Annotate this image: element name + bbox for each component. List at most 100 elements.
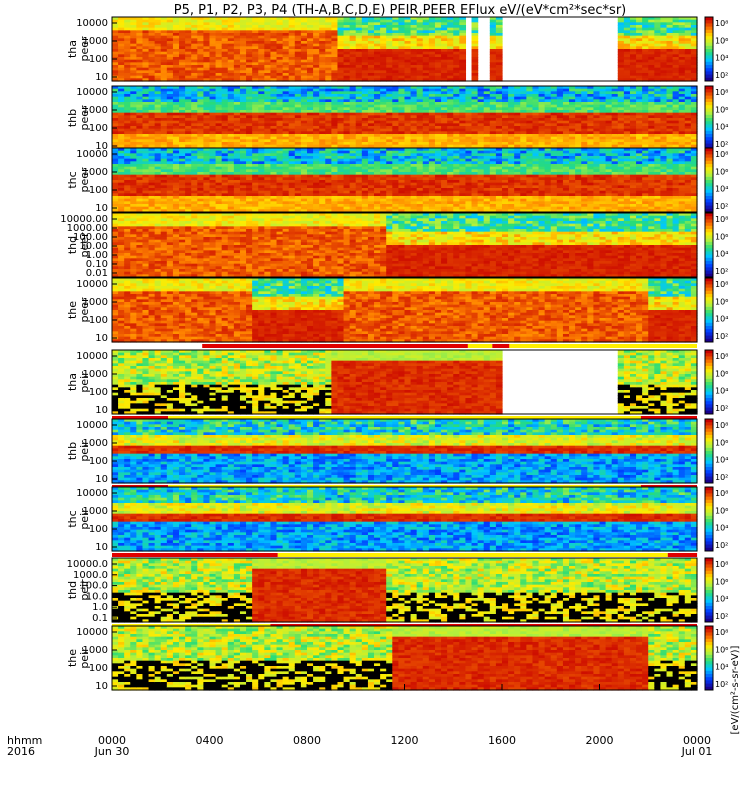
y-tick-label: 10000 [76, 488, 108, 499]
colorbar-tick-label: 10⁶ [715, 297, 728, 306]
y-tick-label: 0.1 [92, 613, 108, 624]
colorbar-tick-label: 10² [715, 612, 728, 621]
y-axis-label: thcpeer [66, 167, 91, 193]
colorbar-tick-label: 10⁶ [715, 167, 728, 176]
x-tick-label: 0400 [196, 734, 224, 747]
y-tick-label: 100 [89, 185, 108, 196]
y-tick-label: 10 [95, 474, 108, 485]
spectrogram-cells [112, 419, 698, 484]
spectrogram-cells [112, 213, 698, 278]
colorbar-tick-label: 10² [715, 541, 728, 550]
y-tick-label: 100 [89, 663, 108, 674]
y-tick-label: 10000 [76, 87, 108, 98]
y-axis-label: thepeir [66, 647, 91, 669]
y-tick-label: 100 [89, 315, 108, 326]
colorbar-tick-label: 10⁴ [715, 250, 728, 259]
colorbar-tick-label: 10⁸ [715, 215, 728, 224]
panel-thd-peer: 10000.001000.00100.0010.001.000.100.01th… [60, 213, 728, 279]
y-tick-label: 0.01 [86, 268, 108, 279]
y-axis-label: thdpeer [66, 232, 91, 258]
figure-title: P5, P1, P2, P3, P4 (TH-A,B,C,D,E) PEIR,P… [174, 3, 627, 18]
colorbar-tick-label: 10² [715, 202, 728, 211]
colorbar-tick-label: 10⁸ [715, 280, 728, 289]
colorbar-tick-label: 10⁴ [715, 595, 728, 604]
x-tick-label: 1200 [391, 734, 419, 747]
y-axis-label: thdpeir [66, 579, 91, 601]
colorbar-tick-label: 10² [715, 473, 728, 482]
colorbar-tick-label: 10⁸ [715, 489, 728, 498]
colorbar-tick-label: 10⁶ [715, 645, 728, 654]
spectrogram-figure: P5, P1, P2, P3, P4 (TH-A,B,C,D,E) PEIR,P… [0, 0, 750, 800]
spectrogram-cells [112, 86, 698, 151]
spectrogram-cells [112, 148, 698, 213]
colorbar-tick-label: 10² [715, 680, 728, 689]
y-tick-label: 1.0 [92, 602, 108, 613]
colorbar-tick-label: 10⁴ [715, 54, 728, 63]
colorbar-tick-label: 10⁴ [715, 663, 728, 672]
colorbar: 10² 10⁴ 10⁶ 10⁸ [705, 17, 728, 82]
region-bar [202, 344, 697, 348]
y-tick-label: 10000 [76, 149, 108, 160]
colorbar-tick-label: 10⁶ [715, 506, 728, 515]
y-tick-label: 10 [95, 542, 108, 553]
y-tick-label: 100 [89, 123, 108, 134]
colorbar-tick-label: 10⁶ [715, 105, 728, 114]
region-bar-segment [202, 344, 468, 348]
x-tick-label: 0800 [293, 734, 321, 747]
y-tick-label: 10 [95, 333, 108, 344]
colorbar-tick-label: 10² [715, 267, 728, 276]
y-tick-label: 100 [89, 524, 108, 535]
colorbar-tick-label: 10⁴ [715, 387, 728, 396]
colorbar-tick-label: 10⁸ [715, 19, 728, 28]
y-tick-label: 10000 [76, 279, 108, 290]
colorbar-tick-label: 10² [715, 71, 728, 80]
colorbar-tick-label: 10⁶ [715, 232, 728, 241]
colorbar-tick-label: 10⁶ [715, 369, 728, 378]
spectrogram-cells [112, 17, 698, 82]
y-axis-label: thapeer [66, 36, 91, 62]
y-tick-label: 10000 [76, 351, 108, 362]
spectrogram-cells [112, 350, 698, 415]
colorbar-units-label: [eV/(cm²-s-sr-eV)] [730, 645, 741, 734]
colorbar: 10² 10⁴ 10⁶ 10⁸ [705, 278, 728, 343]
spectrogram-cells [112, 487, 698, 552]
spectrogram-panels: 10000100010010thapeer10²10⁴10⁶10⁸1000010… [60, 17, 728, 692]
x-tick-label: 1600 [488, 734, 516, 747]
colorbar: 10² 10⁴ 10⁶ 10⁸ [705, 626, 728, 691]
panel-thd-peir: 10000.01000.0100.010.01.00.1thdpeir10²10… [66, 558, 729, 628]
colorbar-tick-label: 10⁶ [715, 577, 728, 586]
colorbar-tick-label: 10⁸ [715, 150, 728, 159]
colorbar-tick-label: 10⁴ [715, 315, 728, 324]
colorbar-tick-label: 10⁸ [715, 560, 728, 569]
region-bar-segment [468, 344, 492, 348]
region-bar-segment [112, 553, 278, 557]
colorbar-tick-label: 10⁸ [715, 628, 728, 637]
colorbar-tick-label: 10⁶ [715, 438, 728, 447]
colorbar-tick-label: 10² [715, 140, 728, 149]
colorbar-tick-label: 10⁴ [715, 456, 728, 465]
spectrogram-cells [112, 278, 698, 343]
colorbar: 10² 10⁴ 10⁶ 10⁸ [705, 558, 728, 623]
y-axis-label: thapeir [66, 371, 91, 393]
region-bar-segment [278, 553, 668, 557]
colorbar: 10² 10⁴ 10⁶ 10⁸ [705, 213, 728, 278]
colorbar-tick-label: 10⁶ [715, 36, 728, 45]
y-tick-label: 100 [89, 387, 108, 398]
y-axis-label: thcpeir [66, 508, 91, 530]
y-tick-label: 10 [95, 405, 108, 416]
colorbar-tick-label: 10⁸ [715, 352, 728, 361]
y-axis-label: thepeer [66, 297, 91, 323]
colorbar-tick-label: 10² [715, 332, 728, 341]
y-tick-label: 10 [95, 72, 108, 83]
y-tick-label: 10000 [76, 627, 108, 638]
